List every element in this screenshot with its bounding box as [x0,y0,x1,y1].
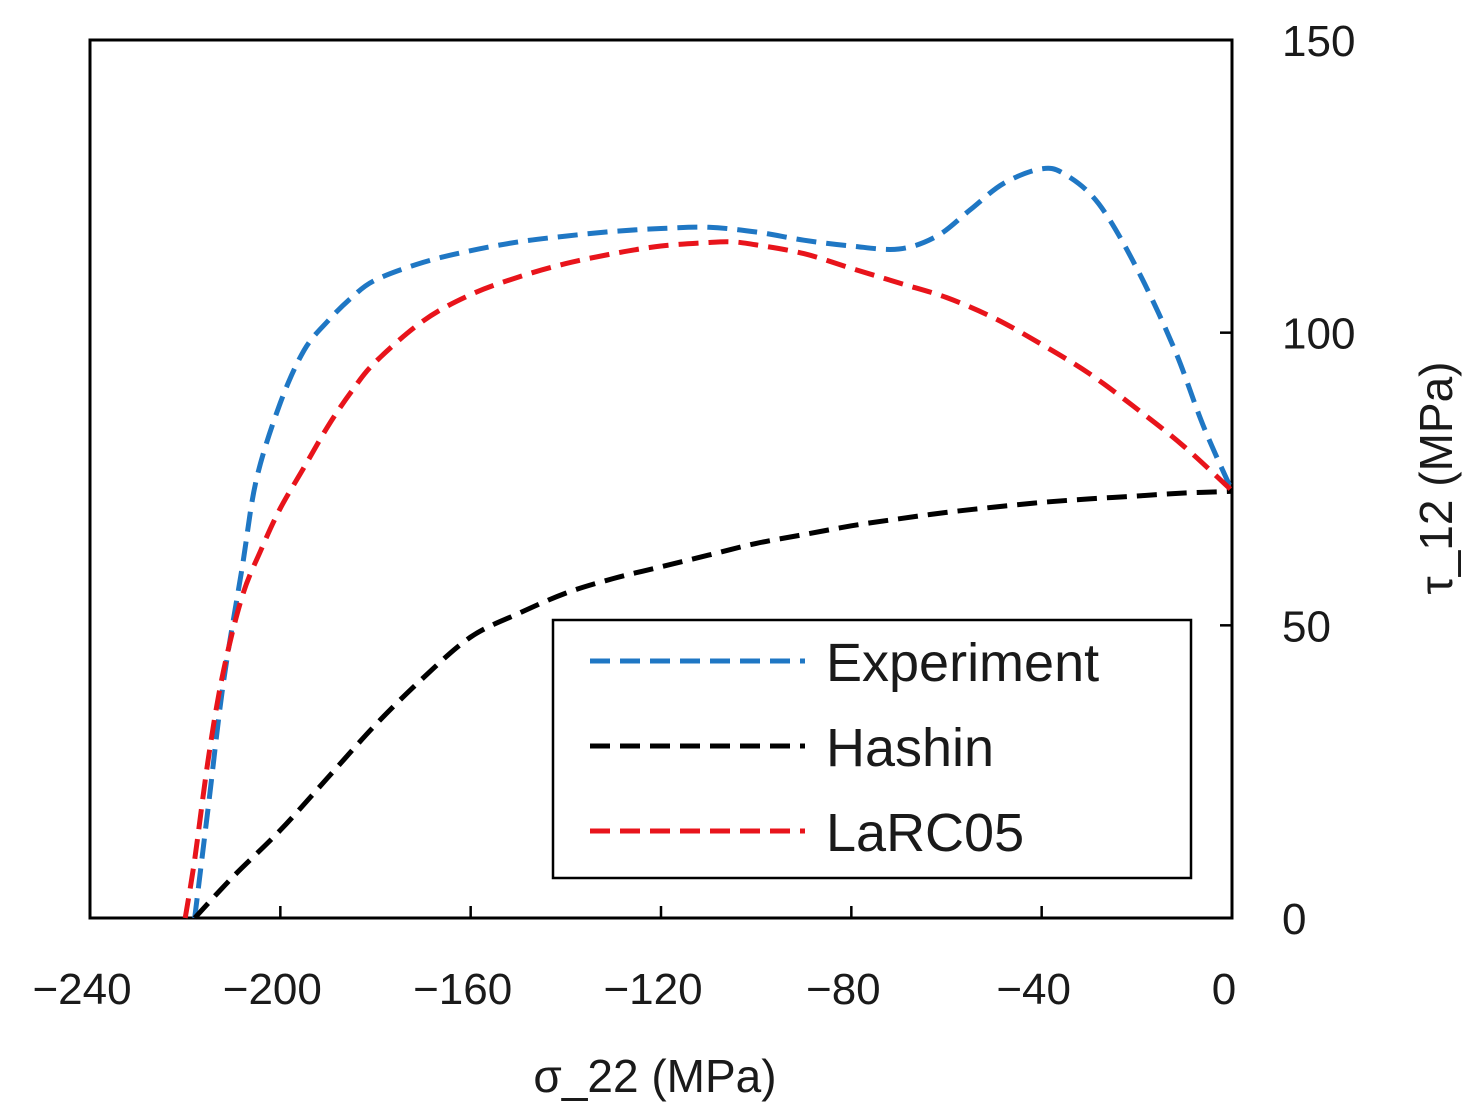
y-axis-title: τ_12 (MPa) [1410,362,1462,595]
series-line-experiment [192,165,1235,919]
y-tick-label: 50 [1282,602,1331,651]
x-tick-label: 0 [1212,965,1236,1014]
x-axis-title: σ_22 (MPa) [533,1050,776,1102]
x-tick-label: −240 [32,965,131,1014]
legend: Experiment Hashin LaRC05 [551,618,1193,880]
x-tick-label: −200 [223,965,322,1014]
legend-label-larc05: LaRC05 [826,803,1024,863]
series-line-hashin [192,488,1233,920]
x-tick-label: −120 [603,965,702,1014]
y-tick-label: 150 [1282,17,1355,66]
y-tick-label: 100 [1282,310,1355,359]
legend-label-experiment: Experiment [826,633,1099,693]
series-layer [182,165,1235,920]
x-axis-ticks: −240 −200 −160 −120 −80 −40 0 [32,906,1236,1014]
x-tick-label: −40 [996,965,1071,1014]
legend-label-hashin: Hashin [826,718,994,778]
x-tick-label: −160 [413,965,512,1014]
y-axis-ticks: 0 50 100 150 [1220,17,1355,944]
y-tick-label: 0 [1282,895,1306,944]
series-line-larc05 [182,239,1234,919]
x-tick-label: −80 [806,965,881,1014]
